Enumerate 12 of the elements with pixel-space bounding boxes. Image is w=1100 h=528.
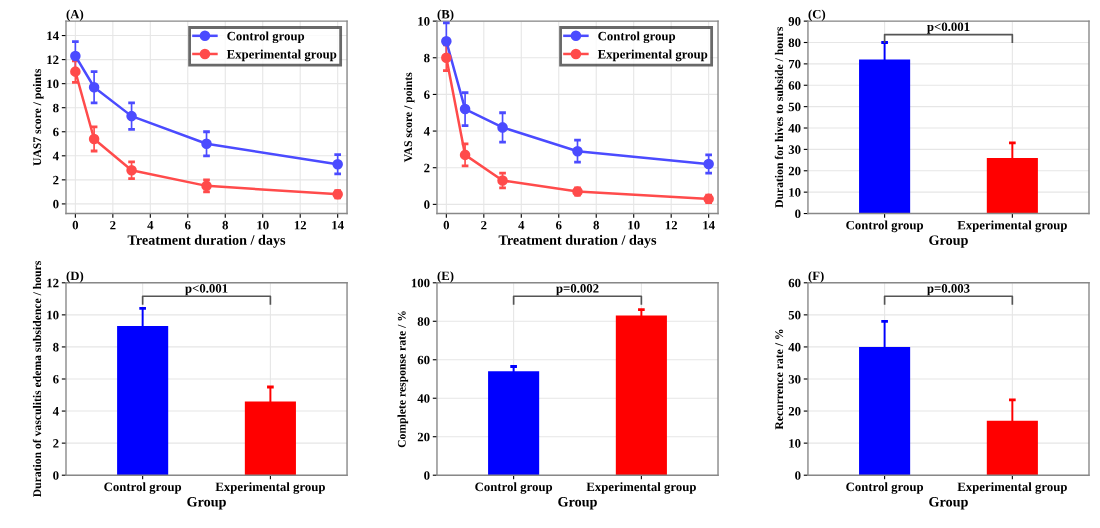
point	[70, 66, 81, 77]
point	[88, 133, 100, 145]
point	[497, 122, 508, 133]
point	[441, 52, 452, 64]
point	[572, 145, 583, 157]
point	[703, 158, 714, 170]
point	[201, 138, 212, 150]
point	[332, 158, 343, 170]
point	[459, 103, 471, 115]
point	[459, 149, 471, 161]
point	[126, 110, 137, 122]
point	[88, 81, 100, 93]
